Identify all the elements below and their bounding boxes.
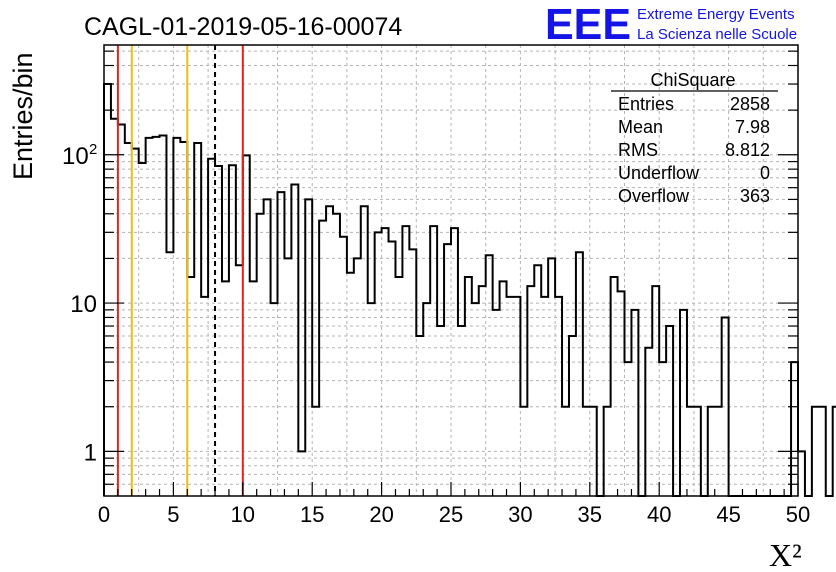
- x-axis-ticks: 0 5 10 15 20 25 30 35 40 45 50: [98, 482, 810, 527]
- logo-line-1: Extreme Energy Events: [637, 6, 795, 23]
- stats-row-value: 0: [760, 163, 770, 183]
- eee-logo-mark: EEE: [545, 0, 631, 49]
- eee-logo: EEE Extreme Energy Events La Scienza nel…: [545, 0, 797, 49]
- reference-lines: [116, 45, 244, 496]
- grid-lines: [104, 45, 798, 496]
- x-tick-label: 0: [98, 502, 110, 527]
- stats-box: ChiSquare Entries 2858 Mean 7.98 RMS 8.812 Und…: [611, 70, 778, 206]
- x-tick-label: 10: [231, 502, 255, 527]
- stats-box-rows: Entries 2858 Mean 7.98 RMS 8.812 Underflow 0 Ove…: [618, 94, 770, 206]
- stats-row-label: RMS: [618, 140, 658, 160]
- x-tick-label: 40: [647, 502, 671, 527]
- y-tick-label: 1: [84, 439, 97, 466]
- histogram-outline: [103, 83, 836, 497]
- x-tick-label: 5: [167, 502, 179, 527]
- stats-box-title: ChiSquare: [650, 70, 735, 90]
- stats-row-label: Underflow: [618, 163, 700, 183]
- x-axis-label: X²: [769, 537, 802, 572]
- x-tick-label: 45: [716, 502, 740, 527]
- stats-row-value: 2858: [730, 94, 770, 114]
- x-tick-label: 35: [578, 502, 602, 527]
- y-tick-label: 10: [70, 291, 97, 318]
- x-tick-label: 25: [439, 502, 463, 527]
- stats-row-value: 7.98: [735, 117, 770, 137]
- x-tick-label: 30: [508, 502, 532, 527]
- stats-row-label: Overflow: [618, 186, 690, 206]
- stats-row-label: Mean: [618, 117, 663, 137]
- stats-row-label: Entries: [618, 94, 674, 114]
- stats-row-value: 8.812: [725, 140, 770, 160]
- x-tick-label: 20: [369, 502, 393, 527]
- y-axis-label: Entries/bin: [8, 52, 38, 180]
- x-tick-label: 15: [300, 502, 324, 527]
- x-tick-label: 50: [786, 502, 810, 527]
- logo-line-2: La Scienza nelle Scuole: [637, 26, 797, 43]
- y-tick-label-exponent: 2: [89, 141, 97, 158]
- chart-title: CAGL-01-2019-05-16-00074: [84, 13, 402, 41]
- stats-row-value: 363: [740, 186, 770, 206]
- y-tick-label: 10: [62, 143, 89, 170]
